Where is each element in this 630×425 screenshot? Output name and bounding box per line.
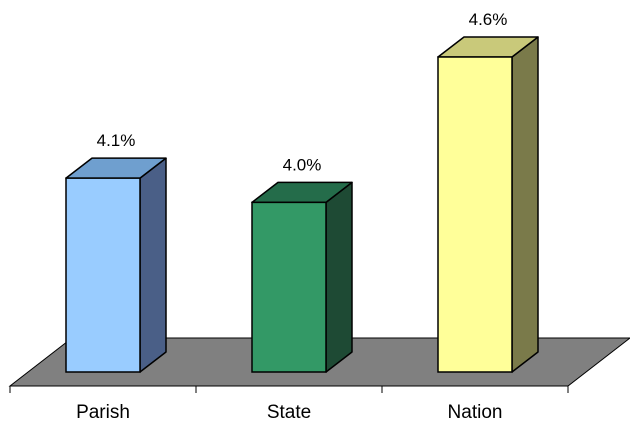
category-labels: Parish State Nation: [76, 402, 502, 423]
bars: [65, 36, 539, 373]
bar-nation: [437, 36, 539, 373]
category-axis: [9, 385, 569, 393]
bar-front-state: [251, 201, 327, 373]
bar-state: [251, 181, 353, 373]
bar-front-parish: [65, 177, 141, 373]
category-label-nation: Nation: [448, 402, 503, 423]
bar-front-nation: [437, 56, 513, 373]
bar-side-nation: [511, 36, 539, 373]
bar-side-state: [325, 181, 353, 373]
data-labels: 4.1% 4.0% 4.6%: [97, 10, 508, 174]
category-label-state: State: [267, 402, 311, 423]
category-label-parish: Parish: [76, 402, 130, 423]
bar-parish: [65, 157, 167, 373]
bar-side-parish: [139, 157, 167, 373]
data-label-nation: 4.6%: [469, 10, 508, 29]
data-label-parish: 4.1%: [97, 131, 136, 150]
data-label-state: 4.0%: [283, 155, 322, 174]
